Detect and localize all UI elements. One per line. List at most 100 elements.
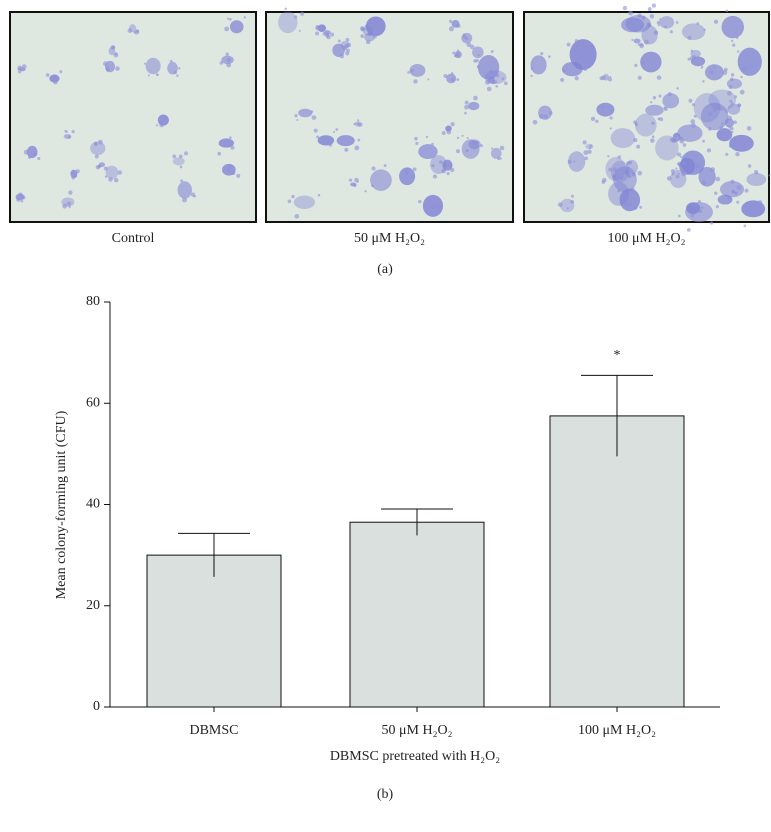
colony-cell bbox=[690, 49, 694, 53]
colony-cell bbox=[135, 29, 140, 33]
colony-cell bbox=[180, 179, 184, 183]
colony-cell bbox=[709, 70, 714, 75]
colony bbox=[613, 166, 637, 193]
colony-cell bbox=[348, 178, 353, 182]
micrograph-caption: 100 μM H₂O₂ bbox=[608, 231, 686, 246]
colony-cell bbox=[411, 175, 415, 179]
colony-cell bbox=[317, 193, 321, 197]
colony-cell bbox=[456, 78, 460, 82]
colony-cell bbox=[682, 161, 687, 166]
colony-cell bbox=[566, 42, 571, 47]
colony-cell bbox=[729, 126, 734, 131]
colony bbox=[490, 147, 502, 159]
y-axis-label: Mean colony-forming unit (CFU) bbox=[54, 410, 69, 599]
colony bbox=[681, 23, 706, 41]
colony-cell bbox=[71, 171, 75, 174]
colony-cell bbox=[110, 45, 116, 50]
colony-cell bbox=[583, 67, 588, 71]
colony-cell bbox=[698, 209, 703, 214]
colony-cell bbox=[730, 179, 735, 184]
colony-cell bbox=[530, 74, 533, 78]
colony bbox=[477, 55, 500, 80]
micrograph-caption: 50 μM H₂O₂ bbox=[354, 231, 425, 246]
colony-cell bbox=[115, 66, 120, 71]
colony-cell bbox=[652, 96, 657, 100]
colony-cell bbox=[488, 69, 494, 75]
colony bbox=[332, 43, 345, 57]
colony-cell bbox=[687, 57, 691, 61]
colony-cell bbox=[768, 174, 771, 177]
colony-cell bbox=[415, 141, 419, 146]
bar bbox=[146, 554, 282, 708]
colony-cell bbox=[476, 65, 481, 69]
colony-cell bbox=[584, 156, 588, 161]
colony-cell bbox=[573, 160, 576, 163]
colony-cell bbox=[53, 79, 58, 85]
colony-cell bbox=[690, 119, 696, 124]
colony-cell bbox=[431, 204, 436, 209]
colony-cell bbox=[466, 42, 472, 48]
colony-cell bbox=[53, 76, 56, 79]
colony-cell bbox=[225, 52, 229, 56]
colony-cell bbox=[643, 39, 649, 45]
colony-cell bbox=[373, 34, 377, 39]
colony-cell bbox=[469, 44, 475, 50]
colony-cell bbox=[607, 155, 610, 158]
colony-cell bbox=[296, 118, 299, 122]
colony-cell bbox=[358, 122, 363, 127]
colony-cell bbox=[178, 67, 181, 70]
colony-cell bbox=[94, 142, 98, 147]
colony-cell bbox=[346, 42, 352, 48]
colony-cell bbox=[640, 61, 646, 66]
colony bbox=[530, 55, 547, 75]
x-tick-label: 100 μM H₂O₂ bbox=[578, 723, 656, 738]
colony-cell bbox=[294, 15, 298, 19]
colony-cell bbox=[490, 50, 494, 53]
colony-cell bbox=[708, 111, 713, 116]
colony bbox=[317, 24, 327, 32]
colony-cell bbox=[184, 151, 189, 156]
colony-cell bbox=[714, 191, 718, 195]
colony-cell bbox=[574, 76, 579, 81]
colony-cell bbox=[443, 74, 448, 78]
colony-cell bbox=[676, 152, 681, 157]
colony-cell bbox=[617, 189, 621, 193]
micrograph bbox=[9, 11, 257, 223]
colony-cell bbox=[344, 147, 349, 152]
colony-cell bbox=[566, 207, 569, 210]
colony-cell bbox=[702, 139, 705, 143]
x-tick-label: DBMSC bbox=[189, 723, 238, 738]
colony-cell bbox=[418, 199, 422, 204]
colony-cell bbox=[21, 64, 27, 69]
colony-cell bbox=[294, 214, 300, 219]
colony-cell bbox=[427, 78, 430, 81]
colony-cell bbox=[677, 172, 680, 175]
colony-cell bbox=[284, 7, 287, 10]
colony-cell bbox=[736, 185, 742, 190]
colony-cell bbox=[441, 130, 446, 135]
colony bbox=[635, 113, 657, 137]
colony-cell bbox=[582, 140, 587, 145]
error-bar bbox=[178, 532, 250, 577]
colony-cell bbox=[182, 197, 187, 203]
colony-cell bbox=[495, 73, 500, 78]
colony-cell bbox=[548, 55, 551, 59]
colony-cell bbox=[455, 149, 461, 154]
colony-cell bbox=[601, 75, 606, 81]
colony-cell bbox=[431, 142, 434, 146]
colony-cell bbox=[230, 145, 235, 150]
colony-cell bbox=[114, 52, 118, 56]
colony-cell bbox=[680, 155, 683, 159]
colony-cell bbox=[631, 38, 634, 41]
colony bbox=[662, 93, 680, 109]
colony-cell bbox=[94, 154, 99, 159]
colony-cell bbox=[693, 114, 697, 118]
colony-cell bbox=[354, 145, 360, 151]
colony bbox=[298, 108, 313, 118]
colony-cell bbox=[414, 136, 418, 141]
colony-cell bbox=[322, 31, 327, 36]
colony-cell bbox=[231, 171, 236, 176]
colony bbox=[596, 102, 615, 117]
y-tick-label: 20 bbox=[86, 598, 100, 613]
colony-cell bbox=[589, 144, 593, 147]
